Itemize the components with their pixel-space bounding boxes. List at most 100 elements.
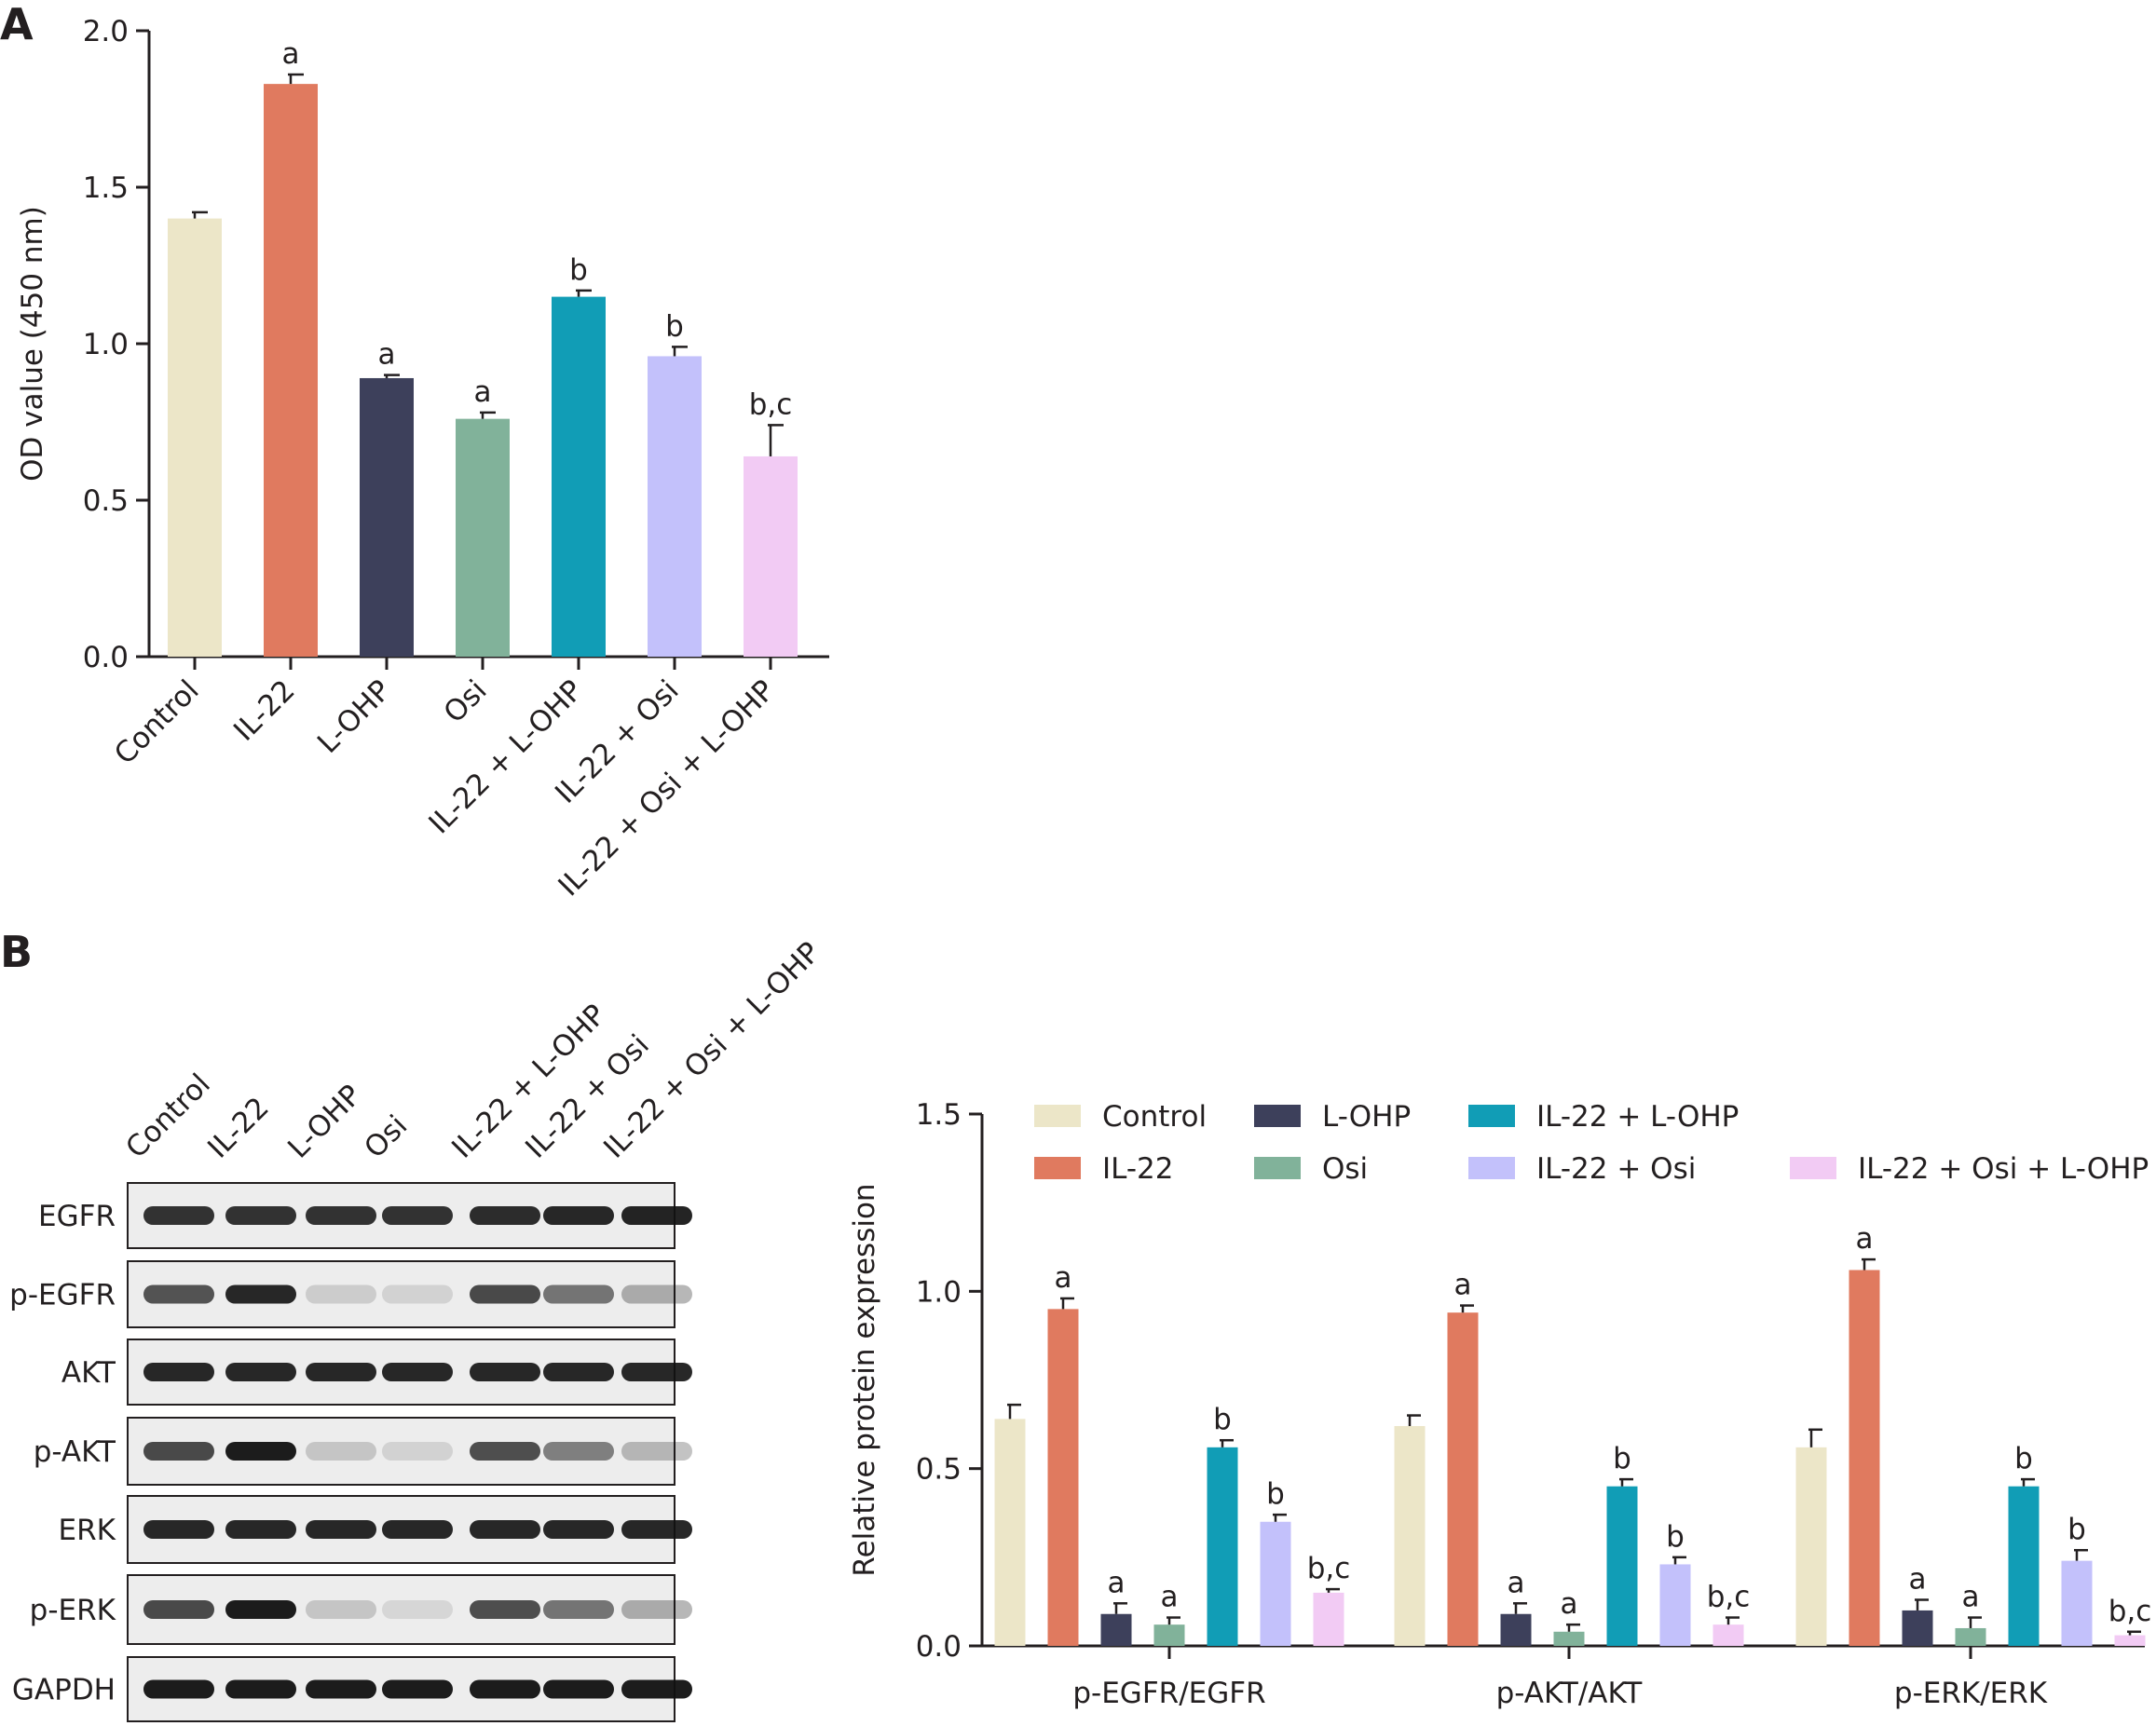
significance-label: a <box>1561 1587 1578 1621</box>
blot-band <box>621 1284 692 1304</box>
significance-label: b <box>1666 1520 1685 1554</box>
x-tick-label: p-EGFR/EGFR <box>1072 1677 1265 1710</box>
bar <box>1313 1592 1344 1646</box>
legend-label: IL-22 + Osi + L-OHP <box>1858 1152 2149 1186</box>
bar <box>1553 1631 1585 1646</box>
blot-band <box>225 1206 296 1225</box>
significance-label: a <box>1962 1581 1980 1614</box>
legend-swatch <box>1254 1105 1301 1127</box>
blot-band <box>225 1600 296 1619</box>
significance-label: b,c <box>1307 1552 1351 1585</box>
blot-band <box>382 1442 453 1461</box>
blot-band <box>225 1284 296 1304</box>
significance-label: b <box>1266 1477 1285 1511</box>
significance-label: a <box>1055 1261 1072 1295</box>
y-tick-label: 1.5 <box>83 171 129 205</box>
blot-band <box>621 1206 692 1225</box>
legend-swatch <box>1468 1157 1515 1179</box>
blot-band <box>143 1284 214 1304</box>
blot-band <box>621 1679 692 1699</box>
bar <box>264 84 318 658</box>
blot-band <box>382 1679 453 1699</box>
bar <box>360 377 414 657</box>
y-tick-label: 0.0 <box>916 1630 962 1664</box>
bar <box>2008 1486 2040 1646</box>
blot-band <box>225 1442 296 1461</box>
legend-label: IL-22 + L-OHP <box>1536 1100 1739 1134</box>
blot-band <box>225 1679 296 1699</box>
y-tick-label: 1.5 <box>916 1098 962 1132</box>
blot-band <box>470 1442 540 1461</box>
legend-label: L-OHP <box>1322 1100 1411 1134</box>
x-tick-label: p-ERK/ERK <box>1894 1677 2048 1710</box>
bar <box>1849 1270 1880 1646</box>
y-tick-label: 0.5 <box>83 484 129 518</box>
bar <box>2114 1635 2146 1646</box>
blot-band <box>143 1679 214 1699</box>
blot-band <box>382 1520 453 1539</box>
blot-band <box>543 1600 614 1619</box>
blot-band <box>621 1520 692 1539</box>
significance-label: a <box>1108 1566 1126 1599</box>
lane-label: Control <box>119 1067 217 1165</box>
x-tick-label: Osi <box>437 673 493 729</box>
bar <box>1394 1425 1426 1646</box>
blot-band <box>306 1600 376 1619</box>
bar <box>648 356 702 657</box>
blot-band <box>621 1363 692 1381</box>
blot-row-label: EGFR <box>38 1200 116 1233</box>
legend-label: IL-22 <box>1102 1152 1174 1186</box>
legend-label: Control <box>1102 1100 1207 1134</box>
bar <box>1955 1627 1986 1646</box>
blot-row-label: p-EGFR <box>9 1279 116 1312</box>
bar <box>1795 1447 1827 1646</box>
significance-label: a <box>1909 1563 1927 1597</box>
legend-label: IL-22 + Osi <box>1536 1152 1696 1186</box>
blot-band <box>470 1284 540 1304</box>
bar <box>1713 1624 1744 1646</box>
blot-band <box>382 1206 453 1225</box>
bar <box>1207 1447 1238 1646</box>
blot-band <box>470 1520 540 1539</box>
significance-label: a <box>1856 1222 1874 1256</box>
legend-label: Osi <box>1322 1152 1368 1186</box>
significance-label: a <box>378 338 396 372</box>
blot-band <box>382 1284 453 1304</box>
blot-row-label: GAPDH <box>12 1674 116 1707</box>
bar <box>456 418 510 657</box>
significance-label: a <box>1161 1581 1179 1614</box>
significance-label: b,c <box>749 387 793 421</box>
blot-band <box>543 1679 614 1699</box>
y-tick-label: 1.0 <box>83 328 129 361</box>
blot-band <box>306 1363 376 1381</box>
blot-band <box>306 1520 376 1539</box>
blot-band <box>543 1520 614 1539</box>
significance-label: b <box>1213 1403 1232 1436</box>
lane-label: IL-22 <box>201 1091 276 1165</box>
significance-label: b <box>665 309 684 343</box>
blot-band <box>621 1442 692 1461</box>
blot-band <box>306 1442 376 1461</box>
blot-row-label: ERK <box>59 1514 116 1547</box>
significance-label: b <box>2067 1513 2086 1546</box>
significance-label: b <box>2014 1442 2033 1475</box>
blot-band <box>621 1600 692 1619</box>
significance-label: b,c <box>2108 1595 2152 1628</box>
significance-label: b,c <box>1707 1581 1751 1614</box>
legend-swatch <box>1790 1157 1836 1179</box>
significance-label: a <box>282 37 300 71</box>
panel-label-b: B <box>0 927 33 977</box>
bar <box>1659 1564 1691 1646</box>
blot-band <box>470 1363 540 1381</box>
x-tick-label: p-AKT/AKT <box>1496 1677 1644 1710</box>
blot-band <box>225 1520 296 1539</box>
bar <box>2061 1560 2093 1646</box>
x-tick-label: IL-22 <box>227 673 302 748</box>
blot-band <box>143 1442 214 1461</box>
blot-band <box>306 1679 376 1699</box>
blot-band <box>382 1600 453 1619</box>
bar <box>168 218 222 657</box>
blot-band <box>470 1600 540 1619</box>
